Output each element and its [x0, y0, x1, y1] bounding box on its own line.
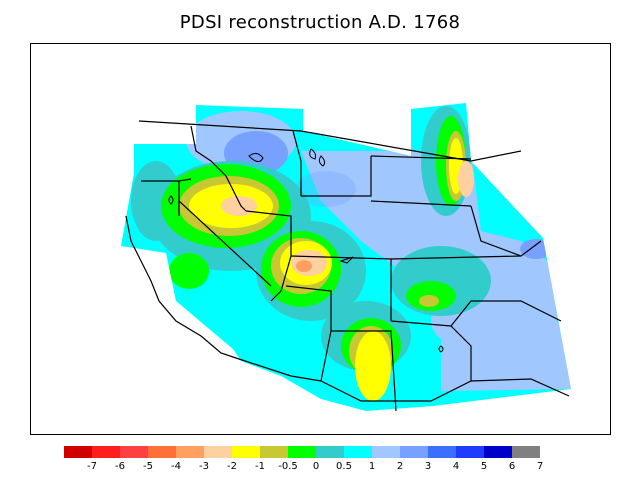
legend-swatch	[120, 446, 148, 458]
legend-tick-label: 1	[368, 461, 376, 472]
legend-tick-label: 7	[536, 461, 544, 472]
legend-swatch	[372, 446, 400, 458]
boundaries	[125, 120, 570, 412]
legend-tick-label: 4	[452, 461, 460, 472]
legend-swatch	[176, 446, 204, 458]
legend-tick-label: -4	[171, 461, 181, 472]
legend-swatch	[512, 446, 540, 458]
legend-tick-label: -2	[227, 461, 237, 472]
map-frame	[30, 43, 611, 435]
legend-swatch	[484, 446, 512, 458]
legend-swatch	[316, 446, 344, 458]
legend-swatch	[456, 446, 484, 458]
pdsi-map	[121, 103, 571, 412]
legend-tick-labels: -7 -6 -5 -4 -3 -2 -1 -0.5 0 0.5 1 2 3 4 5 6 7	[64, 461, 584, 475]
lakes	[168, 148, 444, 353]
legend-swatch	[288, 446, 316, 458]
legend-swatch	[400, 446, 428, 458]
legend-tick-label: 5	[480, 461, 488, 472]
legend-tick-label: -6	[115, 461, 125, 472]
legend-tick-label: -7	[87, 461, 97, 472]
legend-colorbar	[64, 446, 540, 458]
legend-swatch	[92, 446, 120, 458]
legend-tick-label: -5	[143, 461, 153, 472]
legend-swatch	[204, 446, 232, 458]
legend-swatch	[64, 446, 92, 458]
legend-swatch	[428, 446, 456, 458]
legend-tick-label: 6	[508, 461, 516, 472]
legend-swatch	[232, 446, 260, 458]
legend-tick-label: 0.5	[336, 461, 352, 472]
legend-tick-label: -0.5	[278, 461, 298, 472]
legend-tick-label: -3	[199, 461, 209, 472]
legend-swatch	[260, 446, 288, 458]
legend-tick-label: 0	[312, 461, 320, 472]
legend-tick-label: -1	[255, 461, 265, 472]
legend-tick-label: 3	[424, 461, 432, 472]
legend-swatch	[148, 446, 176, 458]
legend-tick-label: 2	[396, 461, 404, 472]
legend-swatch	[344, 446, 372, 458]
map-title: PDSI reconstruction A.D. 1768	[179, 12, 461, 33]
